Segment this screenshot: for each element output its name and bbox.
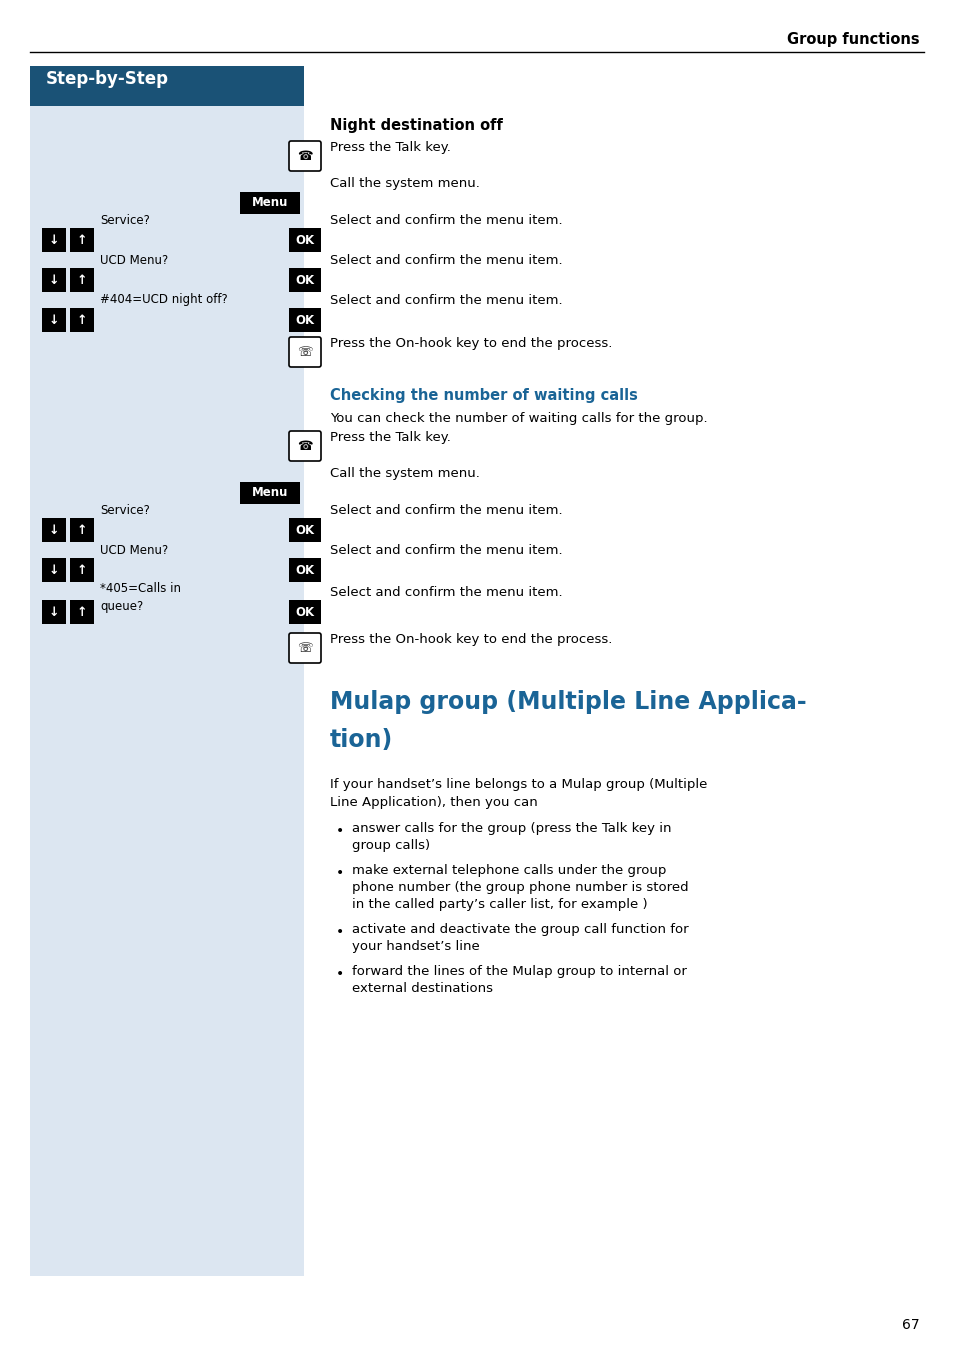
Text: OK: OK	[295, 273, 314, 287]
FancyBboxPatch shape	[289, 558, 320, 581]
Text: Service?: Service?	[100, 214, 150, 227]
Text: Select and confirm the menu item.: Select and confirm the menu item.	[330, 254, 562, 266]
Text: Call the system menu.: Call the system menu.	[330, 468, 479, 480]
Text: Select and confirm the menu item.: Select and confirm the menu item.	[330, 585, 562, 599]
Text: *405=Calls in: *405=Calls in	[100, 581, 181, 595]
Text: ↑: ↑	[76, 234, 87, 246]
FancyBboxPatch shape	[70, 600, 94, 625]
Text: UCD Menu?: UCD Menu?	[100, 254, 168, 266]
FancyBboxPatch shape	[42, 308, 66, 333]
Text: activate and deactivate the group call function for: activate and deactivate the group call f…	[352, 923, 688, 936]
FancyBboxPatch shape	[289, 431, 320, 461]
Text: answer calls for the group (press the Talk key in: answer calls for the group (press the Ta…	[352, 822, 671, 836]
Text: Select and confirm the menu item.: Select and confirm the menu item.	[330, 544, 562, 557]
Text: ↓: ↓	[49, 314, 59, 326]
Text: in the called party’s caller list, for example ): in the called party’s caller list, for e…	[352, 898, 647, 911]
FancyBboxPatch shape	[42, 518, 66, 542]
Text: OK: OK	[295, 234, 314, 246]
Text: Group functions: Group functions	[786, 32, 919, 47]
FancyBboxPatch shape	[240, 483, 299, 504]
FancyBboxPatch shape	[42, 558, 66, 581]
Text: ☎: ☎	[297, 150, 313, 162]
Text: OK: OK	[295, 606, 314, 618]
Text: You can check the number of waiting calls for the group.: You can check the number of waiting call…	[330, 412, 707, 425]
FancyBboxPatch shape	[289, 268, 320, 292]
Text: Night destination off: Night destination off	[330, 118, 502, 132]
FancyBboxPatch shape	[289, 633, 320, 662]
Text: •: •	[335, 925, 344, 940]
Text: Menu: Menu	[252, 487, 288, 499]
Text: forward the lines of the Mulap group to internal or: forward the lines of the Mulap group to …	[352, 965, 686, 977]
FancyBboxPatch shape	[289, 308, 320, 333]
Text: ↓: ↓	[49, 234, 59, 246]
Text: •: •	[335, 967, 344, 982]
Text: ↑: ↑	[76, 273, 87, 287]
FancyBboxPatch shape	[70, 268, 94, 292]
Text: •: •	[335, 867, 344, 880]
FancyBboxPatch shape	[70, 228, 94, 251]
Text: ↓: ↓	[49, 523, 59, 537]
FancyBboxPatch shape	[42, 268, 66, 292]
FancyBboxPatch shape	[289, 141, 320, 170]
Text: UCD Menu?: UCD Menu?	[100, 544, 168, 557]
Text: Press the Talk key.: Press the Talk key.	[330, 142, 451, 154]
Text: 67: 67	[902, 1318, 919, 1332]
Text: ☏: ☏	[297, 346, 313, 358]
Text: Press the On-hook key to end the process.: Press the On-hook key to end the process…	[330, 634, 612, 646]
Text: Service?: Service?	[100, 503, 150, 516]
Text: OK: OK	[295, 564, 314, 576]
Text: make external telephone calls under the group: make external telephone calls under the …	[352, 864, 666, 877]
Text: Call the system menu.: Call the system menu.	[330, 177, 479, 191]
Text: Select and confirm the menu item.: Select and confirm the menu item.	[330, 503, 562, 516]
Text: ↑: ↑	[76, 314, 87, 326]
Text: external destinations: external destinations	[352, 982, 493, 995]
Text: ↑: ↑	[76, 606, 87, 618]
Text: ↓: ↓	[49, 564, 59, 576]
Text: ↓: ↓	[49, 273, 59, 287]
Text: OK: OK	[295, 314, 314, 326]
Text: Select and confirm the menu item.: Select and confirm the menu item.	[330, 214, 562, 227]
Text: ↑: ↑	[76, 523, 87, 537]
FancyBboxPatch shape	[289, 518, 320, 542]
FancyBboxPatch shape	[70, 558, 94, 581]
Text: phone number (the group phone number is stored: phone number (the group phone number is …	[352, 882, 688, 894]
Text: If your handset’s line belongs to a Mulap group (Multiple: If your handset’s line belongs to a Mula…	[330, 777, 706, 791]
Text: ↓: ↓	[49, 606, 59, 618]
FancyBboxPatch shape	[289, 337, 320, 366]
FancyBboxPatch shape	[70, 308, 94, 333]
Text: #404=UCD night off?: #404=UCD night off?	[100, 293, 228, 307]
FancyBboxPatch shape	[42, 228, 66, 251]
Text: group calls): group calls)	[352, 840, 430, 852]
FancyBboxPatch shape	[70, 518, 94, 542]
FancyBboxPatch shape	[289, 600, 320, 625]
FancyBboxPatch shape	[240, 192, 299, 214]
Text: Checking the number of waiting calls: Checking the number of waiting calls	[330, 388, 638, 403]
Text: your handset’s line: your handset’s line	[352, 940, 479, 953]
FancyBboxPatch shape	[289, 228, 320, 251]
Text: ☏: ☏	[297, 641, 313, 654]
Text: Press the On-hook key to end the process.: Press the On-hook key to end the process…	[330, 338, 612, 350]
Text: Mulap group (Multiple Line Applica-: Mulap group (Multiple Line Applica-	[330, 690, 806, 714]
FancyBboxPatch shape	[42, 600, 66, 625]
FancyBboxPatch shape	[30, 105, 304, 1276]
Text: Menu: Menu	[252, 196, 288, 210]
Text: Press the Talk key.: Press the Talk key.	[330, 431, 451, 445]
Text: tion): tion)	[330, 727, 393, 752]
Text: queue?: queue?	[100, 600, 143, 612]
Text: Select and confirm the menu item.: Select and confirm the menu item.	[330, 293, 562, 307]
FancyBboxPatch shape	[30, 66, 304, 105]
Text: OK: OK	[295, 523, 314, 537]
Text: Line Application), then you can: Line Application), then you can	[330, 796, 537, 808]
Text: •: •	[335, 823, 344, 838]
Text: Step-by-Step: Step-by-Step	[46, 70, 169, 88]
Text: ↑: ↑	[76, 564, 87, 576]
Text: ☎: ☎	[297, 439, 313, 453]
